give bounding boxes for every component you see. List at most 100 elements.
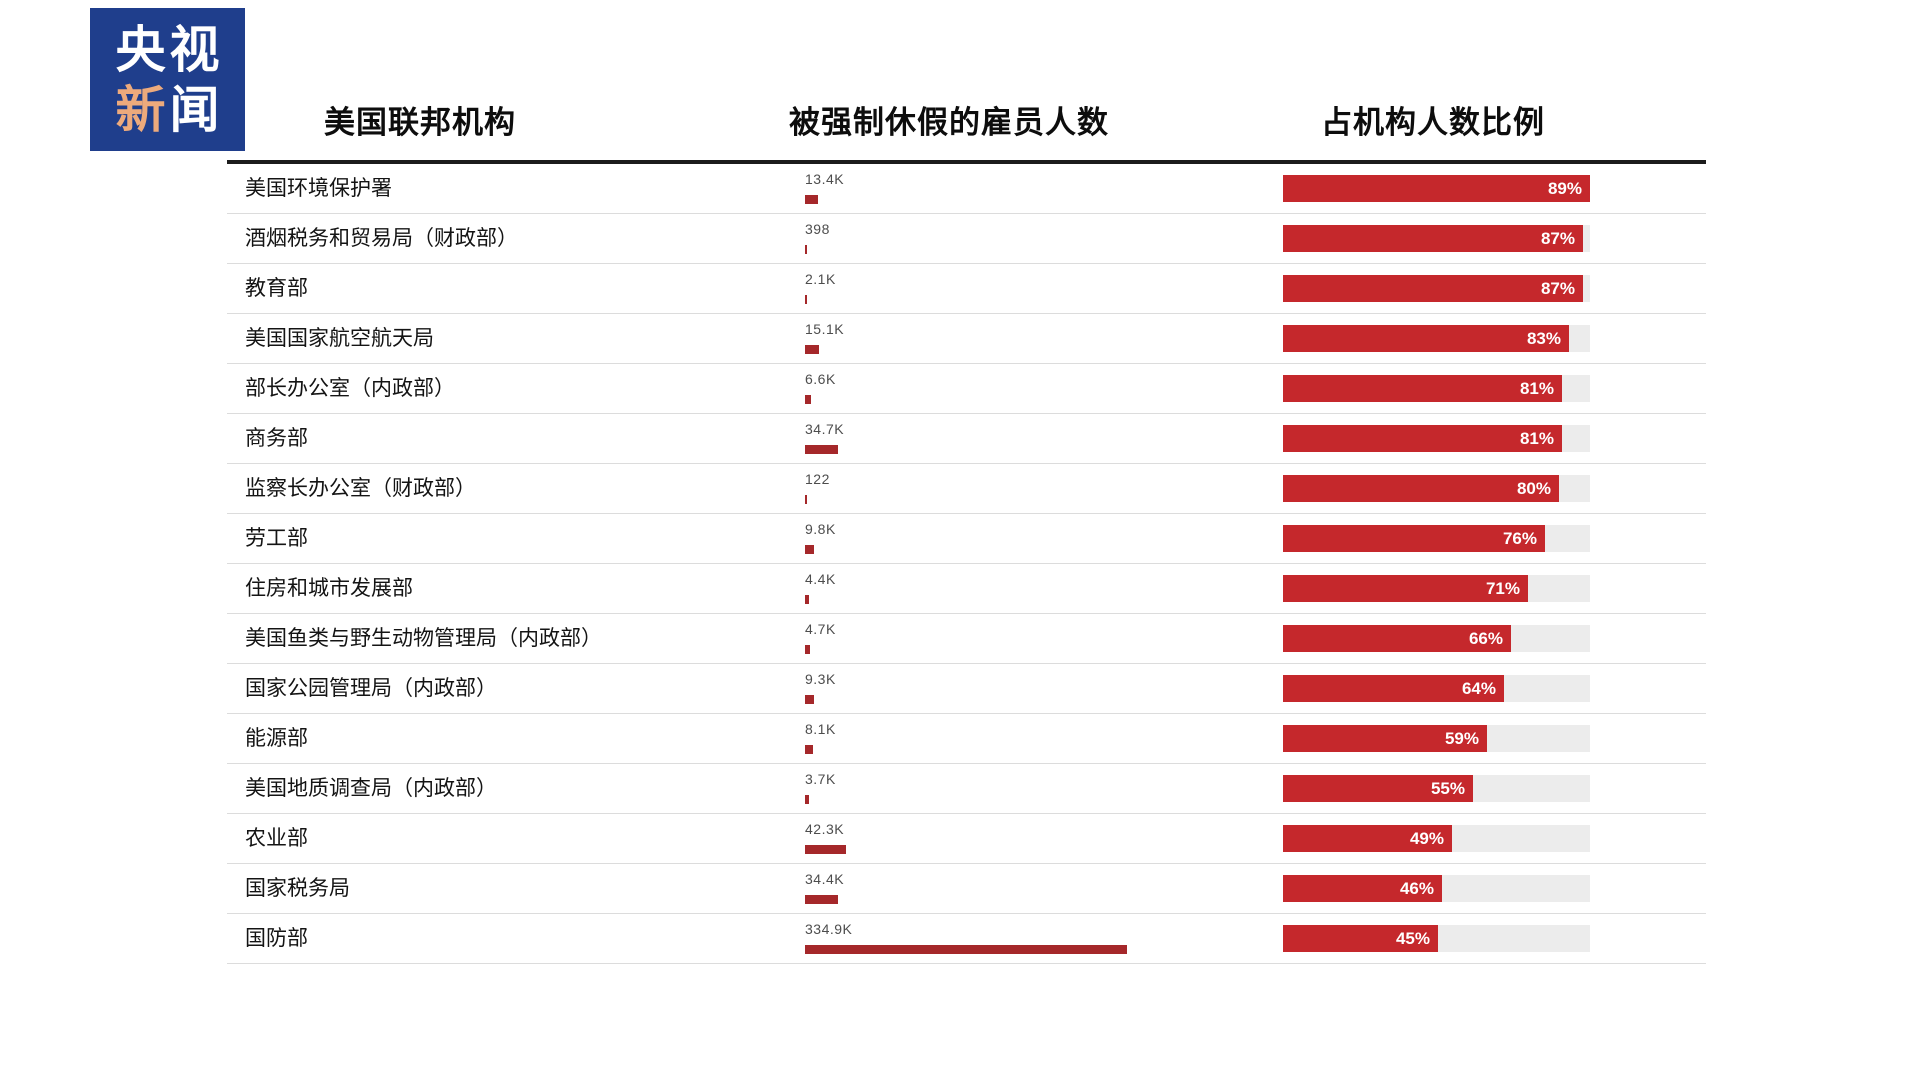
table-row: 监察长办公室（财政部） 122 80% bbox=[227, 464, 1706, 514]
furloughed-count-bar bbox=[805, 395, 811, 404]
percent-label: 76% bbox=[1502, 528, 1537, 548]
table-row: 能源部 8.1K 59% bbox=[227, 714, 1706, 764]
table-row: 国家税务局 34.4K 46% bbox=[227, 864, 1706, 914]
agency-name: 监察长办公室（财政部） bbox=[245, 477, 476, 500]
logo-text-line2: 新闻 bbox=[116, 80, 224, 140]
table-row: 酒烟税务和贸易局（财政部） 398 87% bbox=[227, 214, 1706, 264]
percent-label: 49% bbox=[1409, 828, 1444, 848]
percent-bar-fill: 89% bbox=[1283, 175, 1590, 202]
furloughed-count-bar bbox=[805, 595, 809, 604]
percent-bar-fill: 76% bbox=[1283, 525, 1545, 552]
percent-label: 66% bbox=[1468, 628, 1503, 648]
furloughed-count-bar bbox=[805, 745, 813, 754]
agency-name: 农业部 bbox=[245, 827, 308, 850]
percent-bar-track: 80% bbox=[1283, 475, 1590, 502]
furloughed-count-bar bbox=[805, 895, 838, 904]
agency-name: 美国鱼类与野生动物管理局（内政部） bbox=[245, 627, 602, 650]
percent-label: 45% bbox=[1395, 928, 1430, 948]
furloughed-count-label: 34.4K bbox=[805, 871, 845, 887]
percent-bar-fill: 66% bbox=[1283, 625, 1511, 652]
percent-label: 87% bbox=[1540, 278, 1575, 298]
percent-label: 87% bbox=[1540, 228, 1575, 248]
percent-bar-track: 49% bbox=[1283, 825, 1590, 852]
percent-bar-track: 83% bbox=[1283, 325, 1590, 352]
percent-bar-fill: 81% bbox=[1283, 425, 1562, 452]
furloughed-count-label: 9.8K bbox=[805, 521, 836, 537]
furloughed-count-label: 15.1K bbox=[805, 321, 845, 337]
percent-bar-track: 76% bbox=[1283, 525, 1590, 552]
column-header-agency: 美国联邦机构 bbox=[324, 105, 516, 140]
agency-name: 教育部 bbox=[245, 277, 308, 300]
percent-bar-track: 87% bbox=[1283, 225, 1590, 252]
table-row: 农业部 42.3K 49% bbox=[227, 814, 1706, 864]
table-row: 住房和城市发展部 4.4K 71% bbox=[227, 564, 1706, 614]
logo-text-line1: 央视 bbox=[115, 21, 224, 78]
agency-name: 住房和城市发展部 bbox=[245, 577, 413, 600]
furloughed-count-label: 4.4K bbox=[805, 571, 836, 587]
furloughed-count-label: 122 bbox=[805, 471, 830, 487]
logo-accent-char: 新 bbox=[115, 81, 170, 138]
logo-white-char: 闻 bbox=[169, 81, 224, 138]
percent-bar-track: 55% bbox=[1283, 775, 1590, 802]
percent-bar-track: 87% bbox=[1283, 275, 1590, 302]
table-row: 国防部 334.9K 45% bbox=[227, 914, 1706, 964]
furloughed-count-label: 334.9K bbox=[805, 921, 853, 937]
furloughed-count-label: 13.4K bbox=[805, 171, 845, 187]
furloughed-count-label: 34.7K bbox=[805, 421, 845, 437]
furloughed-count-bar bbox=[805, 495, 807, 504]
table-row: 美国环境保护署 13.4K 89% bbox=[227, 164, 1706, 214]
percent-label: 81% bbox=[1519, 378, 1554, 398]
percent-bar-track: 81% bbox=[1283, 375, 1590, 402]
agency-name: 国家公园管理局（内政部） bbox=[245, 677, 497, 700]
agency-name: 美国地质调查局（内政部） bbox=[245, 777, 497, 800]
percent-bar-fill: 87% bbox=[1283, 225, 1583, 252]
furloughed-count-bar bbox=[805, 695, 814, 704]
percent-bar-fill: 49% bbox=[1283, 825, 1452, 852]
agency-name: 美国环境保护署 bbox=[245, 177, 392, 200]
agency-name: 国家税务局 bbox=[245, 877, 350, 900]
furloughed-count-bar bbox=[805, 295, 807, 304]
furloughed-count-label: 2.1K bbox=[805, 271, 836, 287]
percent-label: 59% bbox=[1444, 728, 1479, 748]
table-row: 国家公园管理局（内政部） 9.3K 64% bbox=[227, 664, 1706, 714]
percent-bar-track: 71% bbox=[1283, 575, 1590, 602]
agency-name: 美国国家航空航天局 bbox=[245, 327, 434, 350]
percent-bar-fill: 80% bbox=[1283, 475, 1559, 502]
agency-name: 部长办公室（内政部） bbox=[245, 377, 455, 400]
furloughed-count-bar bbox=[805, 845, 846, 854]
percent-bar-track: 59% bbox=[1283, 725, 1590, 752]
agency-name: 劳工部 bbox=[245, 527, 308, 550]
agency-name: 酒烟税务和贸易局（财政部） bbox=[245, 227, 518, 250]
column-header-percent-of-staff: 占机构人数比例 bbox=[1321, 105, 1545, 140]
furloughed-count-bar bbox=[805, 445, 838, 454]
furloughed-count-label: 6.6K bbox=[805, 371, 836, 387]
table-body: 美国环境保护署 13.4K 89% 酒烟税务和贸易局（财政部） 398 87% … bbox=[227, 164, 1706, 964]
percent-bar-fill: 55% bbox=[1283, 775, 1473, 802]
percent-bar-fill: 81% bbox=[1283, 375, 1562, 402]
furloughed-count-bar bbox=[805, 545, 814, 554]
table-row: 劳工部 9.8K 76% bbox=[227, 514, 1706, 564]
header-underline bbox=[227, 160, 1706, 164]
furloughed-count-bar bbox=[805, 245, 807, 254]
percent-bar-fill: 45% bbox=[1283, 925, 1438, 952]
percent-label: 83% bbox=[1526, 328, 1561, 348]
furloughed-count-label: 42.3K bbox=[805, 821, 845, 837]
percent-bar-track: 66% bbox=[1283, 625, 1590, 652]
table-row: 美国国家航空航天局 15.1K 83% bbox=[227, 314, 1706, 364]
percent-bar-track: 46% bbox=[1283, 875, 1590, 902]
percent-label: 55% bbox=[1430, 778, 1465, 798]
furloughed-count-bar bbox=[805, 195, 818, 204]
cctv-news-logo: 央视 新闻 bbox=[90, 8, 245, 151]
percent-bar-track: 64% bbox=[1283, 675, 1590, 702]
percent-label: 80% bbox=[1516, 478, 1551, 498]
table-row: 教育部 2.1K 87% bbox=[227, 264, 1706, 314]
percent-bar-track: 45% bbox=[1283, 925, 1590, 952]
column-header-furloughed-count: 被强制休假的雇员人数 bbox=[789, 105, 1109, 140]
percent-bar-fill: 64% bbox=[1283, 675, 1504, 702]
agency-name: 国防部 bbox=[245, 927, 308, 950]
percent-label: 81% bbox=[1519, 428, 1554, 448]
table-row: 美国鱼类与野生动物管理局（内政部） 4.7K 66% bbox=[227, 614, 1706, 664]
percent-bar-fill: 71% bbox=[1283, 575, 1528, 602]
percent-label: 64% bbox=[1461, 678, 1496, 698]
